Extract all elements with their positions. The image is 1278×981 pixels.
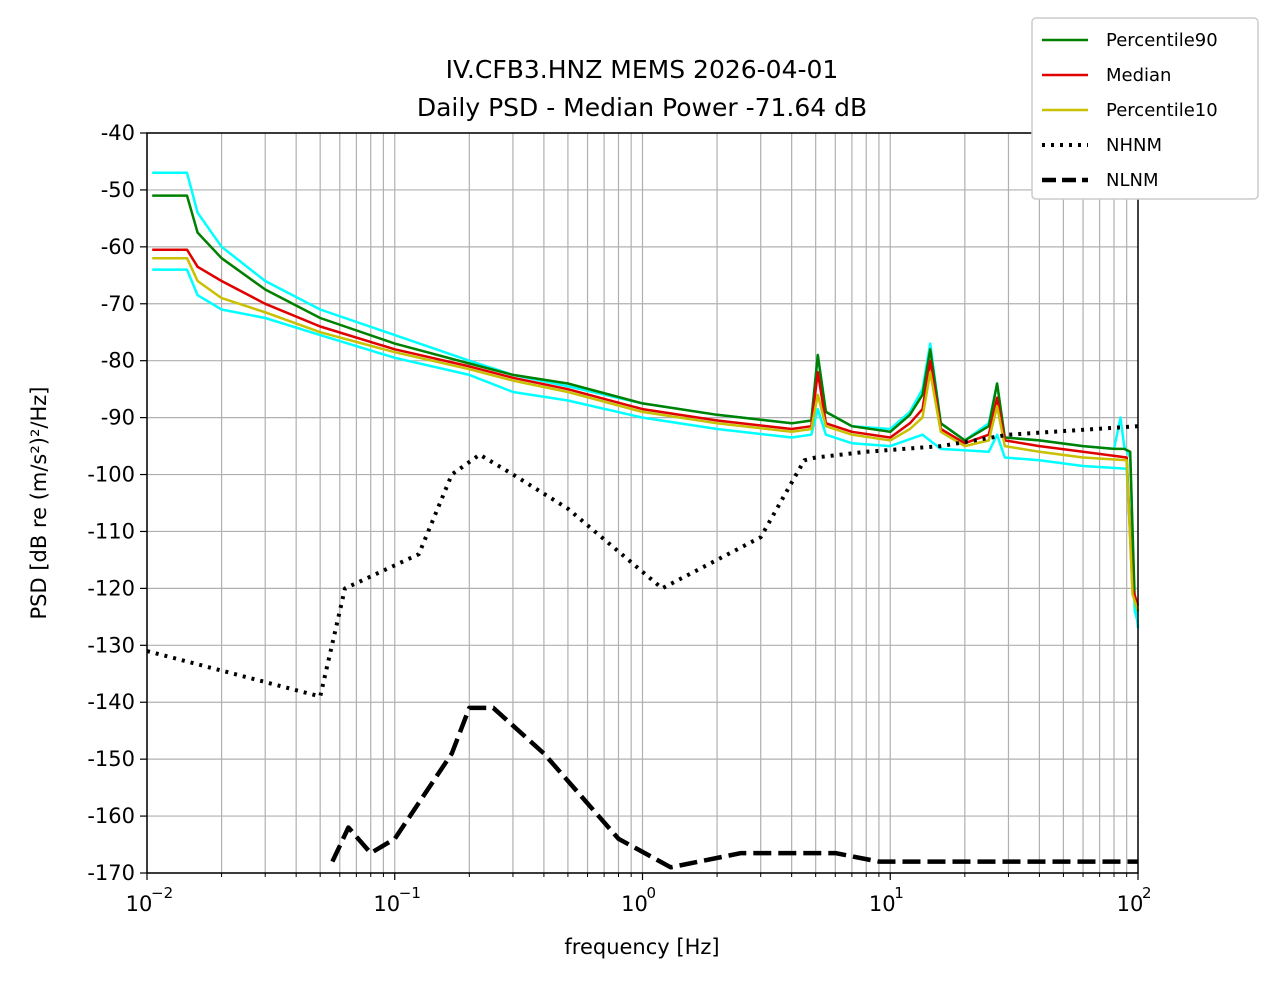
x-tick-exponent: 0 [647, 884, 657, 902]
y-axis-label: PSD [dB re (m/s²)²/Hz] [27, 387, 51, 620]
legend-box [1031, 17, 1259, 200]
chart-title-line2: Daily PSD - Median Power -71.64 dB [417, 93, 867, 122]
legend-label: Median [1106, 65, 1171, 86]
x-tick-label: 10 [869, 892, 896, 916]
series-nhnm-line [146, 424, 1139, 699]
y-tick-label: -80 [101, 349, 135, 373]
y-tick-label: -170 [87, 861, 135, 885]
y-tick-label: -140 [87, 690, 135, 714]
series-percentile10-line [152, 256, 1140, 612]
x-tick-label: 10 [1117, 892, 1144, 916]
x-tick-label: 10 [621, 892, 648, 916]
x-tick-exponent: 2 [1142, 884, 1152, 902]
y-tick-label: -50 [101, 178, 135, 202]
x-tick-exponent: 1 [894, 884, 904, 902]
legend: Percentile90 Median Percentile10 NHNM NLNM [1031, 17, 1259, 200]
y-tick-label: -40 [101, 121, 135, 145]
series-envelope-line [152, 268, 1140, 629]
y-tick-label: -130 [87, 633, 135, 657]
x-tick-exponent: −1 [399, 884, 421, 902]
y-tick-label: -150 [87, 747, 135, 771]
axis-ticks: -40 -50 -60 -70 -80 -90 -100 -110 -120 -130 -140 -1… [87, 121, 1151, 916]
legend-label: NLNM [1106, 170, 1159, 191]
series-nlnm-line [330, 705, 1138, 870]
y-tick-label: -90 [101, 406, 135, 430]
x-tick-exponent: −2 [151, 884, 173, 902]
y-tick-label: -120 [87, 576, 135, 600]
legend-label: Percentile10 [1106, 100, 1218, 121]
legend-label: Percentile90 [1106, 30, 1218, 51]
y-tick-label: -160 [87, 804, 135, 828]
series-percentile90-line [152, 194, 1140, 612]
y-tick-label: -70 [101, 292, 135, 316]
legend-label: NHNM [1106, 135, 1162, 156]
chart-title-line1: IV.CFB3.HNZ MEMS 2026-04-01 [446, 55, 839, 84]
x-axis-label: frequency [Hz] [564, 935, 719, 959]
x-tick-label: 10 [373, 892, 400, 916]
x-tick-label: 10 [126, 892, 153, 916]
series-layer [146, 171, 1140, 870]
grid [146, 132, 1138, 874]
y-tick-label: -60 [101, 235, 135, 259]
y-tick-label: -100 [87, 463, 135, 487]
y-tick-label: -110 [87, 519, 135, 543]
